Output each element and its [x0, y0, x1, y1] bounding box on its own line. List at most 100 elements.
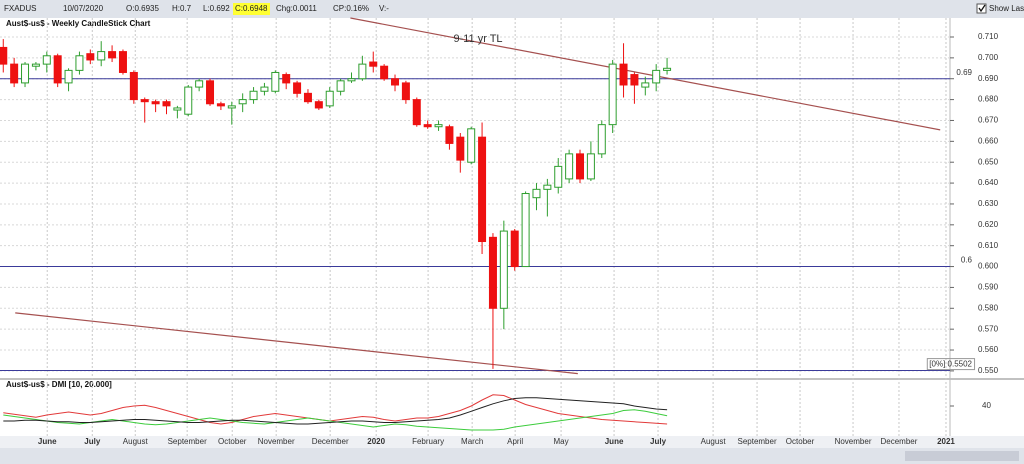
candle-body	[499, 230, 508, 309]
x-tick-label: October	[786, 437, 815, 446]
dmi-title: Aust$-us$ - DMI [10, 20.000]	[6, 380, 112, 389]
x-tick-label: November	[258, 437, 295, 446]
y-tick-label: 0.610	[978, 241, 999, 250]
candle-body	[10, 63, 19, 84]
trend-line-label: 9-11 yr TL	[453, 33, 502, 45]
trend-line	[350, 17, 941, 131]
candle-body	[358, 63, 367, 80]
y-tick-label: 0.570	[978, 324, 999, 333]
nav-buttons[interactable]	[905, 451, 1019, 461]
candle-body	[565, 153, 574, 180]
x-tick-label: July	[650, 437, 667, 446]
candle-body	[576, 153, 585, 180]
y-tick-label: 0.690	[978, 74, 999, 83]
candle-body	[652, 69, 661, 84]
candle-body	[151, 101, 160, 105]
y-tick-label: 40	[982, 401, 991, 410]
candle-body	[597, 124, 606, 155]
candle-body	[42, 55, 51, 65]
candle-body	[86, 53, 95, 61]
high: H:0.7	[172, 4, 192, 13]
level-label: 0.69	[956, 68, 972, 77]
date: 10/07/2020	[63, 4, 104, 13]
y-tick-label: 0.710	[978, 32, 999, 41]
low: L:0.692	[203, 4, 230, 13]
close-highlight	[233, 3, 270, 15]
time-axis	[0, 436, 1024, 448]
candle-body	[216, 103, 225, 107]
y-tick-label: 0.560	[978, 345, 999, 354]
level-label: [0%] 0.5502	[929, 360, 972, 369]
show-last[interactable]: Show Last	[989, 4, 1024, 13]
x-tick-label: May	[554, 437, 569, 446]
candle-body	[608, 63, 617, 126]
candle-body	[325, 90, 334, 107]
x-tick-label: August	[701, 437, 727, 446]
x-tick-label: June	[605, 437, 624, 446]
scrollbar[interactable]	[0, 448, 1024, 464]
candle-body	[64, 69, 73, 84]
candle-body	[554, 165, 563, 188]
candle-body	[238, 99, 247, 105]
price-panel	[0, 18, 1024, 378]
change: Chg:0.0011	[276, 4, 317, 13]
chart-title: Aust$-us$ - Weekly CandleStick Chart	[6, 19, 151, 28]
candle-body	[140, 99, 149, 103]
candle-body	[184, 86, 193, 115]
candle-body	[0, 46, 8, 65]
x-tick-label: March	[461, 437, 483, 446]
candle-body	[434, 124, 443, 128]
candle-body	[293, 82, 302, 94]
candle-body	[227, 105, 236, 109]
trend-line	[15, 312, 578, 375]
candle-body	[423, 124, 432, 128]
x-tick-label: November	[835, 437, 872, 446]
candle-body	[532, 188, 541, 199]
x-tick-label: July	[84, 437, 101, 446]
candle-body	[53, 55, 62, 84]
y-tick-label: 0.670	[978, 116, 999, 125]
y-tick-label: 0.700	[978, 53, 999, 62]
candle-body	[206, 80, 215, 105]
x-tick-label: September	[168, 437, 207, 446]
candle-body	[586, 153, 595, 180]
candle-body	[173, 107, 182, 111]
y-tick-label: 0.580	[978, 303, 999, 312]
x-tick-label: April	[507, 437, 523, 446]
candle-body	[401, 82, 410, 101]
y-tick-label: 0.640	[978, 178, 999, 187]
checkmark	[978, 4, 986, 13]
symbol: FXADUS	[4, 4, 36, 13]
y-tick-label: 0.550	[978, 366, 999, 375]
x-tick-label: 2021	[937, 437, 955, 446]
x-tick-label: September	[737, 437, 776, 446]
x-tick-label: October	[218, 437, 247, 446]
x-tick-label: December	[881, 437, 918, 446]
x-tick-label: June	[38, 437, 57, 446]
candle-body	[369, 61, 378, 67]
candle-body	[108, 51, 117, 59]
candle-body	[619, 63, 628, 86]
change-percent: CP:0.16%	[333, 4, 369, 13]
candle-body	[641, 82, 650, 88]
checkbox[interactable]	[976, 3, 987, 14]
candle-body	[467, 128, 476, 163]
candle-body	[412, 99, 421, 126]
candle-body	[31, 63, 40, 67]
candle-body	[380, 65, 389, 80]
candle-body	[510, 230, 519, 268]
candle-body	[391, 78, 400, 86]
y-tick-label: 0.630	[978, 199, 999, 208]
candle-body	[478, 136, 487, 243]
y-tick-label: 0.600	[978, 262, 999, 271]
y-tick-label: 0.650	[978, 157, 999, 166]
y-tick-label: 0.590	[978, 283, 999, 292]
candle-body	[630, 74, 639, 86]
dmi-line	[3, 394, 668, 425]
candle-body	[456, 136, 465, 161]
candle-body	[118, 51, 127, 73]
y-tick-label: 0.620	[978, 220, 999, 229]
candle-body	[303, 92, 312, 103]
